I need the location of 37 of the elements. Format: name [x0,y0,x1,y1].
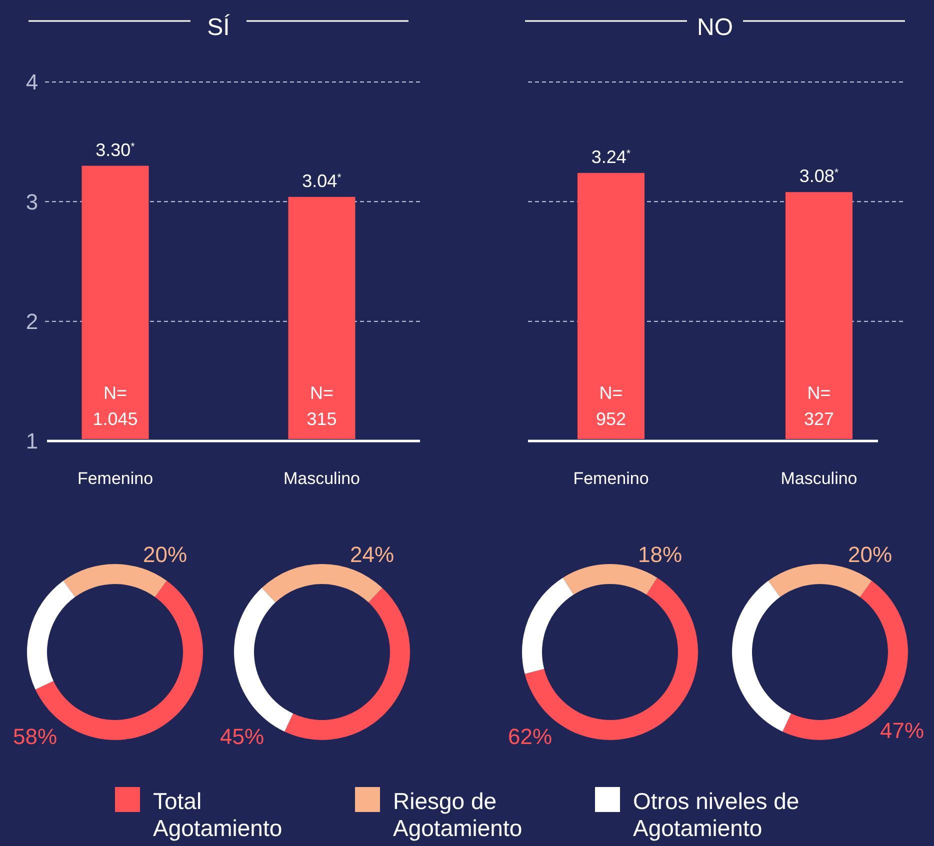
x-tick-label: Femenino [77,469,154,488]
data-label: 58% [12,724,58,749]
data-label: 3.08$^{*}$ [799,166,840,186]
data-label: 47% [880,718,924,743]
data-label: 3.24$^{*}$ [591,146,632,167]
data-label: 45% [220,724,264,749]
annotation: N= 315 [306,383,337,429]
chart-title: NO [697,14,733,41]
x-tick-label: Masculino [283,469,360,488]
annotation: N= 952 [596,383,626,429]
y-tick-label: 1 [26,428,38,454]
data-label: 62% [508,724,552,749]
legend-label: Otros niveles de Agotamiento [633,788,800,841]
donut-slice [27,580,76,690]
y-tick-label: 4 [26,70,38,95]
data-label: 3.30$^{*}$ [96,140,136,160]
y-tick-label: 3 [26,189,38,214]
legend-label: Total Agotamiento [153,788,282,841]
donut-slice [522,578,574,674]
donut-slice [262,564,382,602]
donut-slice [768,564,872,597]
annotation: N= 1.045 [92,383,138,429]
data-label: 3.04$^{*}$ [302,170,342,191]
data-label: 20% [848,542,892,567]
chart-title: SÍ [207,14,230,41]
data-label: 20% [142,542,188,567]
donut-slice [732,580,792,732]
donut-slice [63,564,167,597]
annotation: N= 327 [804,383,834,429]
donut-slice [284,588,410,740]
donut-slice [562,564,658,595]
legend-label: Riesgo de Agotamiento [393,788,522,841]
x-tick-label: Femenino [573,469,649,488]
data-label: 18% [638,542,682,567]
y-tick-label: 2 [26,309,38,334]
data-label: 24% [350,542,394,567]
x-tick-label: Masculino [780,469,858,488]
